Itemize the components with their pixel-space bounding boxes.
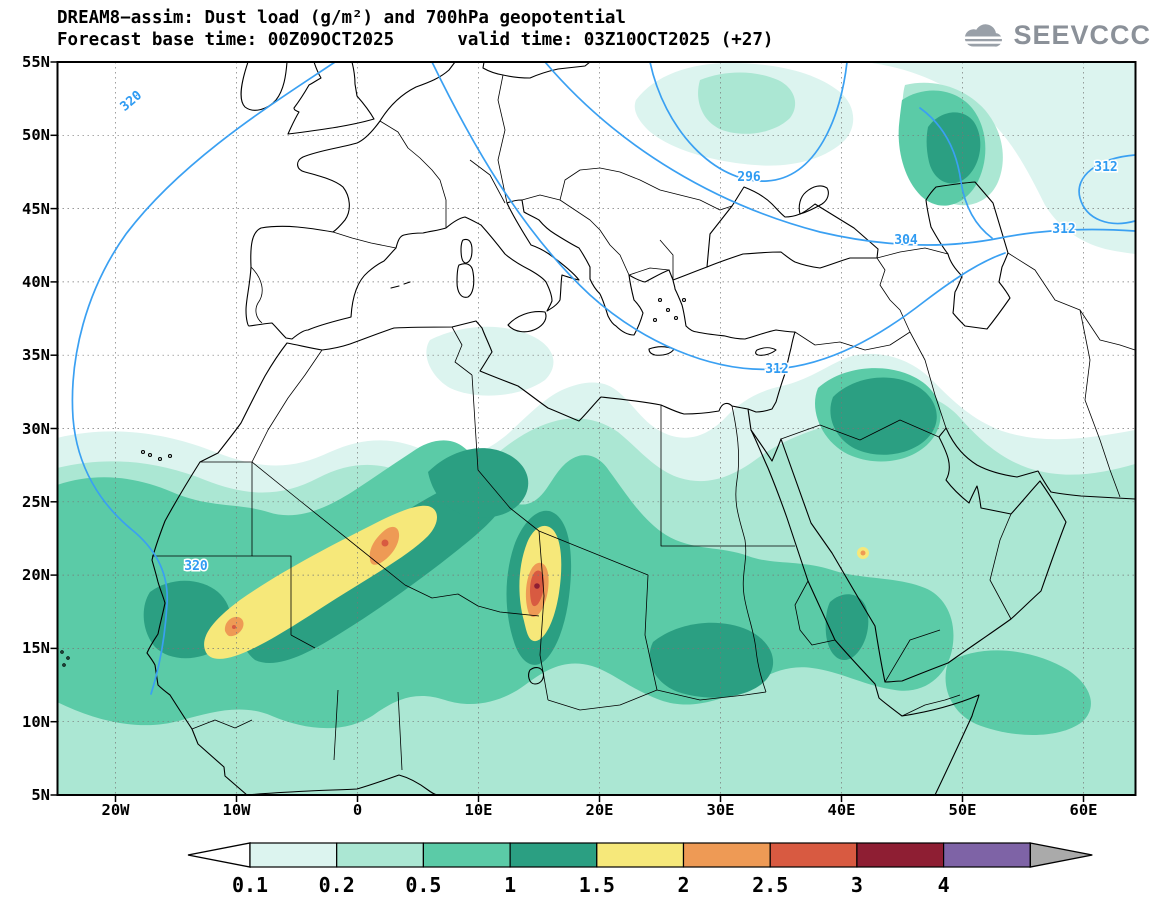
lat-tick-label: 40N (22, 272, 50, 291)
coastlines (60, 62, 1136, 795)
colorbar-tick-label: 2.5 (752, 873, 788, 897)
colorbar-tick-label: 0.5 (405, 873, 441, 897)
lon-tick-label: 40E (827, 801, 856, 819)
colorbar-segment (596, 842, 685, 868)
dust-fill-layers (57, 63, 1135, 795)
contour-label-320-nw: 320 (118, 88, 146, 115)
contour-label-320-sw: 320 (184, 559, 208, 574)
colorbar-segment (336, 842, 425, 868)
lon-tick-label: 20W (101, 801, 130, 819)
contour-label-296: 296 (737, 170, 761, 185)
lat-tick-label: 5N (31, 786, 50, 804)
lat-tick-label: 45N (22, 199, 50, 218)
colorbar-tick-label: 0.1 (232, 873, 268, 897)
lat-tick-label: 30N (22, 419, 50, 438)
lon-tick-label: 10W (222, 801, 251, 819)
colorbar-segment (682, 842, 771, 868)
chart-title: DREAM8−assim: Dust load (g/m²) and 700hP… (57, 8, 626, 28)
contour-label-312-ne: 312 (1094, 160, 1117, 175)
colorbar-arrow-left (187, 842, 251, 868)
geopotential-contours (71, 62, 1136, 695)
map-frame (56, 61, 1137, 796)
colorbar: 0.1 0.2 0.5 1 1.5 2 2.5 3 4 (187, 842, 1093, 897)
grid-lines (57, 62, 1136, 795)
lon-tick-label: 10E (464, 801, 493, 819)
lon-tick-label: 60E (1069, 801, 1098, 819)
colorbar-segment (509, 842, 598, 868)
colorbar-tick-label: 0.2 (319, 873, 355, 897)
contour-312-south (431, 62, 1006, 371)
chart-header: DREAM8−assim: Dust load (g/m²) and 700hP… (57, 8, 773, 52)
lon-tick-label: 30E (706, 801, 735, 819)
country-borders (152, 74, 1136, 771)
dust-level-3 (534, 583, 540, 589)
contour-296-trough (649, 62, 848, 182)
colorbar-segment (422, 842, 511, 868)
lat-tick-label: 50N (22, 126, 50, 145)
lat-tick-label: 10N (22, 712, 50, 731)
lat-tick-label: 15N (22, 639, 50, 658)
lon-tick-label: 50E (948, 801, 977, 819)
cloud-icon (961, 23, 1006, 47)
lat-tick-label: 35N (22, 346, 50, 365)
colorbar-segment (249, 842, 338, 868)
lat-tick-label: 55N (22, 53, 50, 71)
colorbar-segment (942, 842, 1031, 868)
chart-subtitle: Forecast base time: 00Z09OCT2025 valid t… (57, 29, 774, 50)
seevccc-logo: SEEVCCC (960, 20, 1151, 51)
axis-ticks (50, 61, 1085, 802)
contour-304 (544, 62, 1136, 246)
colorbar-tick-label: 4 (938, 873, 950, 897)
contour-label-312-med: 312 (765, 362, 788, 377)
lat-tick-label: 25N (22, 492, 50, 511)
lon-tick-label: 20E (585, 801, 614, 819)
contour-label-312-e: 312 (1052, 222, 1075, 237)
colorbar-tick-label: 1 (504, 873, 516, 897)
lat-tick-label: 20N (22, 566, 50, 585)
contour-label-304: 304 (894, 233, 918, 248)
colorbar-tick-label: 3 (851, 873, 863, 897)
colorbar-tick-label: 1.5 (579, 873, 615, 897)
colorbar-segment (769, 842, 858, 868)
contour-312-east-loop (1078, 154, 1136, 225)
colorbar-tick-label: 2 (677, 873, 689, 897)
lon-tick-label: 0 (352, 801, 363, 819)
contour-caucasus-segment (919, 107, 993, 239)
contour-320-west (71, 62, 336, 695)
logo-text: SEEVCCC (1013, 20, 1151, 50)
colorbar-arrow-right (1029, 842, 1093, 868)
colorbar-segment (856, 842, 945, 868)
